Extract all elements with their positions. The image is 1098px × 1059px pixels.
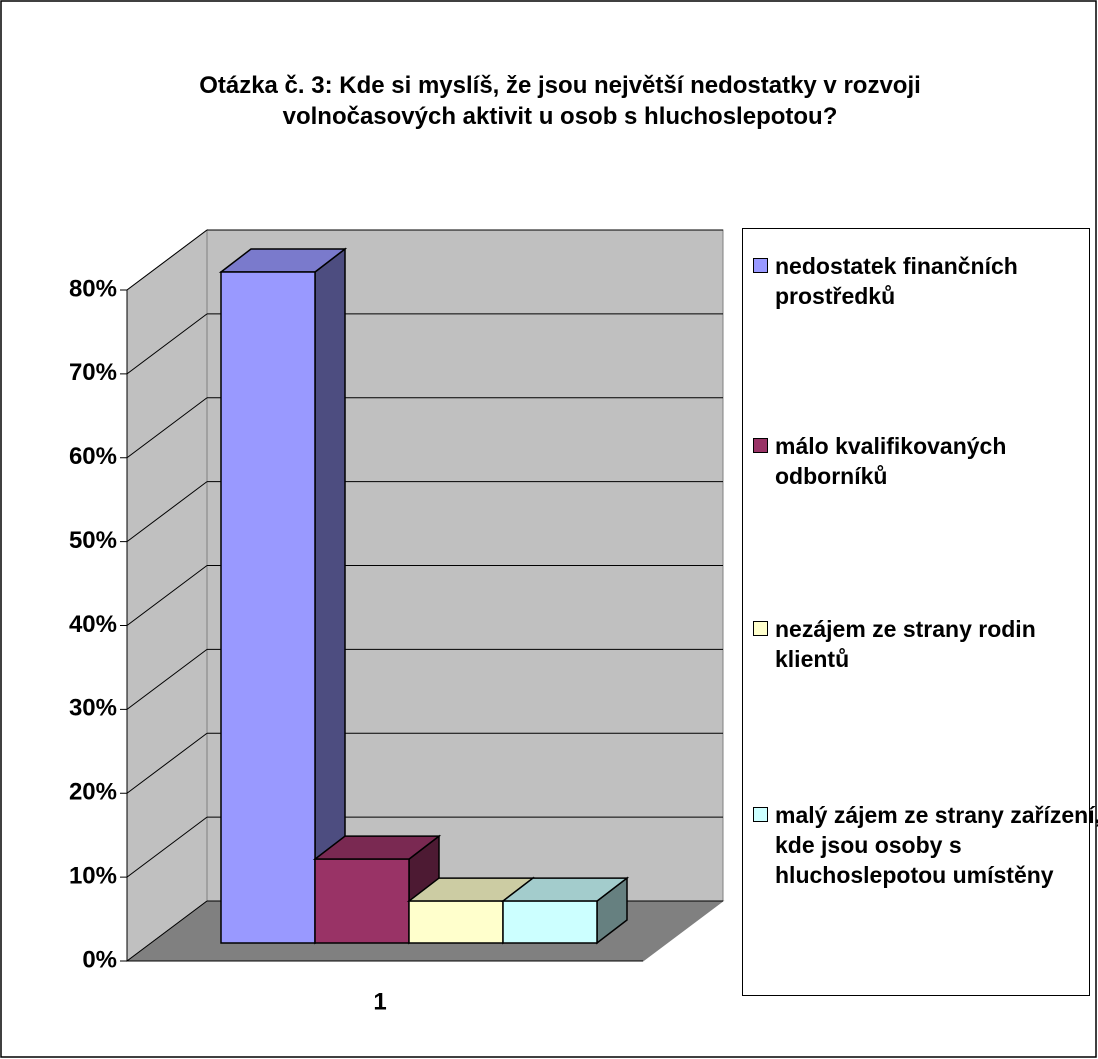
x-tick-label: 1 <box>373 988 386 1015</box>
y-tick-label: 10% <box>69 862 117 889</box>
grid-line-side <box>126 732 208 794</box>
legend-swatch <box>753 258 768 273</box>
y-tick-label: 40% <box>69 611 117 638</box>
grid-line-side <box>126 229 208 291</box>
legend-label: málo kvalifikovaných odborníků <box>775 433 1007 489</box>
legend-swatch <box>753 621 768 636</box>
legend-label: nezájem ze strany rodin klientů <box>775 616 1036 672</box>
bar <box>314 858 410 944</box>
grid-line-side <box>126 397 208 459</box>
bar <box>220 271 316 944</box>
legend-item: nezájem ze strany rodin klientů <box>753 614 1098 674</box>
grid-line-side <box>126 900 208 962</box>
legend-item: nedostatek finančních prostředků <box>753 251 1098 311</box>
grid-line-side <box>126 313 208 375</box>
legend: nedostatek finančních prostředků málo kva… <box>742 228 1098 996</box>
y-tick-label: 30% <box>69 695 117 722</box>
y-tick-label: 20% <box>69 779 117 806</box>
chart-title: Otázka č. 3: Kde si myslíš, že jsou nejv… <box>199 72 921 130</box>
grid-line-side <box>126 565 208 626</box>
grid-line-side <box>126 481 208 543</box>
legend-swatch <box>753 807 768 822</box>
legend-label: nedostatek finančních prostředků <box>775 253 1018 309</box>
legend-item: malý zájem ze strany zařízení, kde jsou … <box>753 800 1098 890</box>
grid-line-side <box>126 816 208 878</box>
bar <box>502 900 598 944</box>
y-tick-label: 0% <box>82 946 117 973</box>
y-tick-label: 50% <box>69 527 117 554</box>
y-tick-label: 80% <box>69 275 117 302</box>
y-tick-label: 60% <box>69 443 117 470</box>
bar <box>408 900 504 944</box>
y-tick-label: 70% <box>69 359 117 386</box>
grid-line-side <box>126 648 208 710</box>
legend-label: malý zájem ze strany zařízení, kde jsou … <box>775 802 1098 888</box>
legend-swatch <box>753 438 768 453</box>
legend-item: málo kvalifikovaných odborníků <box>753 431 1098 491</box>
